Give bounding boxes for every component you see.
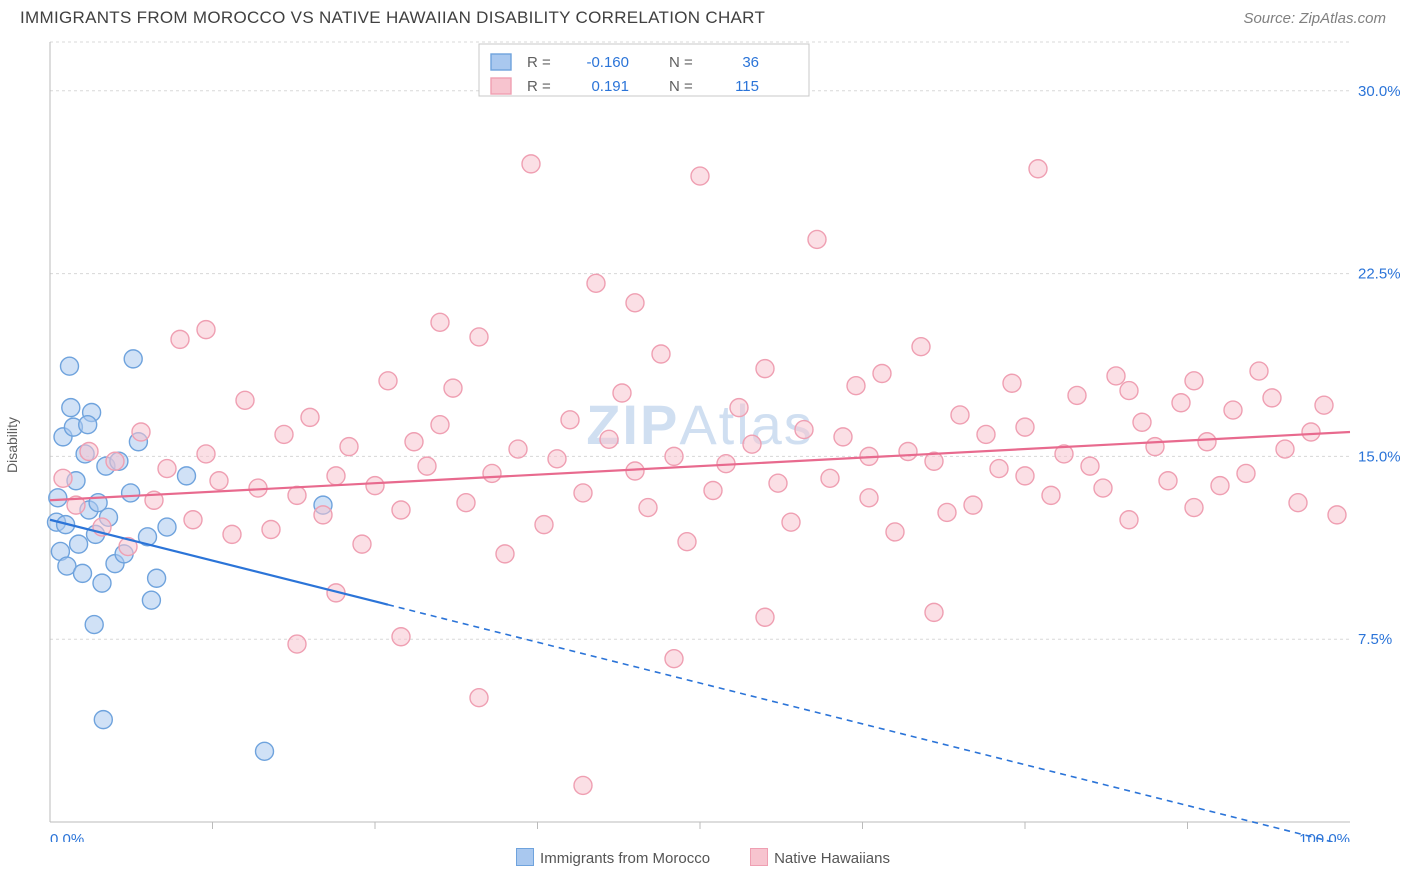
svg-text:N =: N = <box>669 78 693 95</box>
source-label: Source: ZipAtlas.com <box>1243 10 1386 27</box>
chart-title: IMMIGRANTS FROM MOROCCO VS NATIVE HAWAII… <box>20 8 765 28</box>
svg-text:22.5%: 22.5% <box>1358 266 1400 283</box>
svg-text:0.0%: 0.0% <box>50 831 84 842</box>
svg-text:36: 36 <box>742 54 759 71</box>
scatter-chart: 7.5% 15.0% 22.5% 30.0% 0.0% 100.0% ZIPAtlas R =… <box>40 32 1400 842</box>
svg-text:115: 115 <box>735 78 759 95</box>
svg-text:R =: R = <box>527 54 551 71</box>
bottom-legend: Immigrants from Morocco Native Hawaiians <box>0 848 1406 867</box>
svg-text:7.5%: 7.5% <box>1358 631 1392 648</box>
svg-text:N =: N = <box>669 54 693 71</box>
svg-text:ZIPAtlas: ZIPAtlas <box>586 393 814 456</box>
legend-item-morocco: Immigrants from Morocco <box>516 848 710 867</box>
svg-text:-0.160: -0.160 <box>586 54 629 71</box>
svg-text:30.0%: 30.0% <box>1358 83 1400 100</box>
svg-text:15.0%: 15.0% <box>1358 448 1400 465</box>
svg-text:R =: R = <box>527 78 551 95</box>
legend-item-hawaiians: Native Hawaiians <box>750 848 890 867</box>
svg-text:100.0%: 100.0% <box>1299 831 1350 842</box>
chart-container: Disability 7.5%15.0%22.5%30.0%0.0%100.0%… <box>40 32 1386 842</box>
y-axis-label: Disability <box>4 417 20 473</box>
svg-text:0.191: 0.191 <box>591 78 629 95</box>
